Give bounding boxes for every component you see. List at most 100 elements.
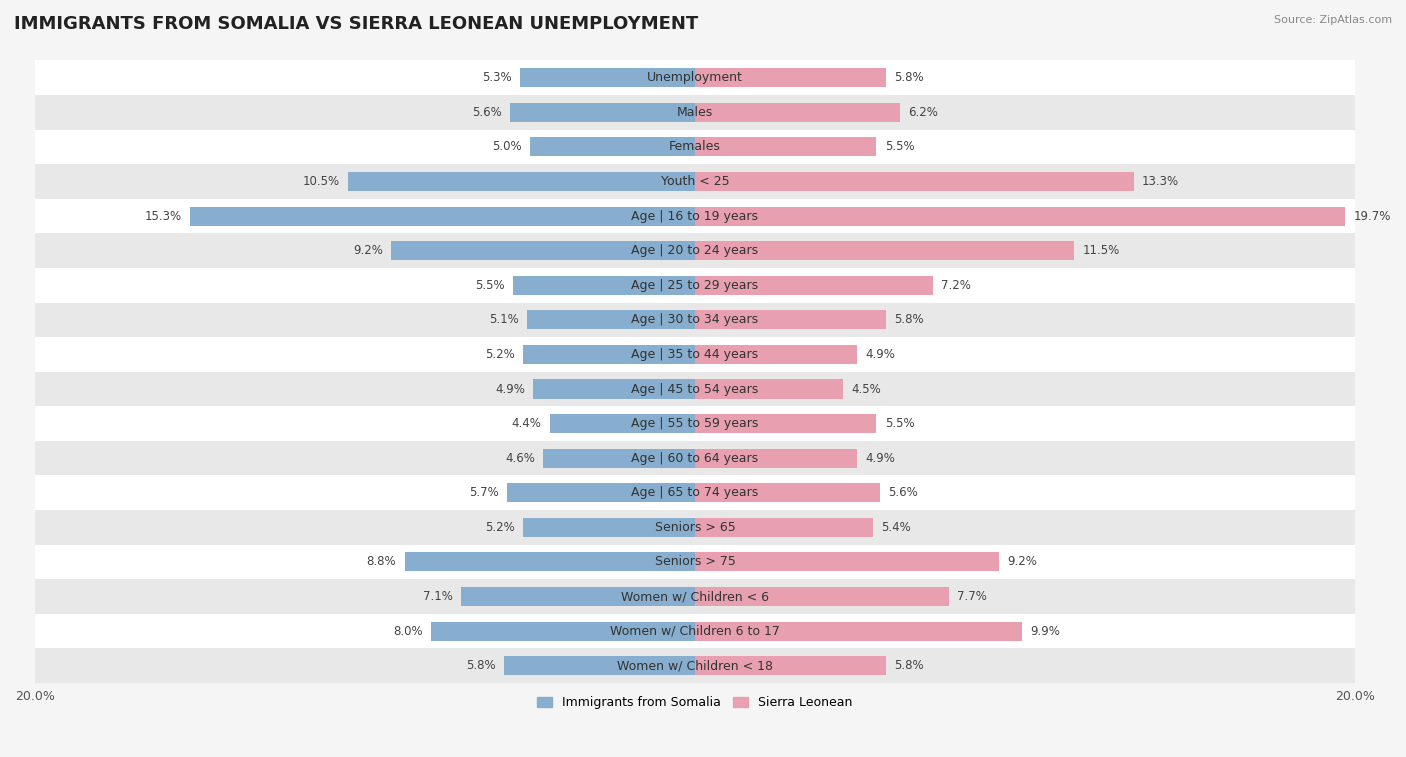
Bar <box>695 276 932 294</box>
Text: Age | 45 to 54 years: Age | 45 to 54 years <box>631 382 759 395</box>
Bar <box>695 103 900 122</box>
Bar <box>695 310 886 329</box>
Bar <box>461 587 695 606</box>
Bar <box>506 483 695 503</box>
Bar <box>35 510 1355 544</box>
Text: 5.5%: 5.5% <box>475 279 505 291</box>
Bar <box>35 268 1355 303</box>
Bar <box>695 414 876 433</box>
Text: 9.2%: 9.2% <box>1007 556 1036 569</box>
Text: Age | 30 to 34 years: Age | 30 to 34 years <box>631 313 758 326</box>
Bar <box>503 656 695 675</box>
Bar <box>550 414 695 433</box>
Bar <box>695 518 873 537</box>
Text: Source: ZipAtlas.com: Source: ZipAtlas.com <box>1274 15 1392 25</box>
Bar <box>35 614 1355 649</box>
Bar <box>523 345 695 364</box>
Bar <box>695 379 844 398</box>
Bar <box>695 553 998 572</box>
Bar <box>190 207 695 226</box>
Bar <box>510 103 695 122</box>
Text: Age | 35 to 44 years: Age | 35 to 44 years <box>631 348 758 361</box>
Text: Women w/ Children < 18: Women w/ Children < 18 <box>617 659 773 672</box>
Text: 7.2%: 7.2% <box>941 279 970 291</box>
Bar <box>35 199 1355 233</box>
Text: Youth < 25: Youth < 25 <box>661 175 730 188</box>
Text: 5.5%: 5.5% <box>884 417 914 430</box>
Bar <box>695 587 949 606</box>
Text: 5.8%: 5.8% <box>894 71 924 84</box>
Bar <box>520 68 695 87</box>
Bar <box>432 621 695 640</box>
Text: 15.3%: 15.3% <box>145 210 181 223</box>
Text: 5.1%: 5.1% <box>489 313 519 326</box>
Bar <box>695 172 1133 191</box>
Text: Age | 60 to 64 years: Age | 60 to 64 years <box>631 452 758 465</box>
Text: Women w/ Children < 6: Women w/ Children < 6 <box>621 590 769 603</box>
Text: 8.8%: 8.8% <box>367 556 396 569</box>
Text: Age | 65 to 74 years: Age | 65 to 74 years <box>631 486 759 500</box>
Text: 7.1%: 7.1% <box>423 590 453 603</box>
Text: IMMIGRANTS FROM SOMALIA VS SIERRA LEONEAN UNEMPLOYMENT: IMMIGRANTS FROM SOMALIA VS SIERRA LEONEA… <box>14 15 699 33</box>
Text: Age | 55 to 59 years: Age | 55 to 59 years <box>631 417 759 430</box>
Bar <box>695 656 886 675</box>
Text: 4.4%: 4.4% <box>512 417 541 430</box>
Text: Females: Females <box>669 140 721 154</box>
Text: 11.5%: 11.5% <box>1083 245 1121 257</box>
Bar <box>543 449 695 468</box>
Bar <box>527 310 695 329</box>
Bar <box>405 553 695 572</box>
Text: Seniors > 75: Seniors > 75 <box>655 556 735 569</box>
Bar <box>35 303 1355 337</box>
Bar <box>35 579 1355 614</box>
Bar <box>35 164 1355 199</box>
Text: 5.5%: 5.5% <box>884 140 914 154</box>
Text: 5.8%: 5.8% <box>465 659 495 672</box>
Text: 5.6%: 5.6% <box>472 106 502 119</box>
Text: 4.9%: 4.9% <box>495 382 524 395</box>
Bar <box>35 95 1355 129</box>
Text: 13.3%: 13.3% <box>1142 175 1180 188</box>
Text: Age | 16 to 19 years: Age | 16 to 19 years <box>631 210 758 223</box>
Bar <box>35 337 1355 372</box>
Bar <box>695 621 1022 640</box>
Bar <box>35 129 1355 164</box>
Text: Males: Males <box>676 106 713 119</box>
Text: 4.5%: 4.5% <box>852 382 882 395</box>
Bar <box>530 137 695 157</box>
Bar <box>35 544 1355 579</box>
Text: 10.5%: 10.5% <box>304 175 340 188</box>
Text: 5.3%: 5.3% <box>482 71 512 84</box>
Bar <box>695 68 886 87</box>
Bar <box>35 233 1355 268</box>
Text: 5.7%: 5.7% <box>468 486 499 500</box>
Text: Unemployment: Unemployment <box>647 71 742 84</box>
Bar <box>695 241 1074 260</box>
Bar <box>695 483 880 503</box>
Text: Women w/ Children 6 to 17: Women w/ Children 6 to 17 <box>610 625 780 637</box>
Text: 8.0%: 8.0% <box>394 625 423 637</box>
Text: 5.6%: 5.6% <box>889 486 918 500</box>
Text: 6.2%: 6.2% <box>908 106 938 119</box>
Text: 9.2%: 9.2% <box>353 245 382 257</box>
Text: 5.8%: 5.8% <box>894 313 924 326</box>
Text: 5.0%: 5.0% <box>492 140 522 154</box>
Text: 4.6%: 4.6% <box>505 452 534 465</box>
Text: 19.7%: 19.7% <box>1354 210 1391 223</box>
Bar <box>35 649 1355 683</box>
Bar <box>349 172 695 191</box>
Text: 5.8%: 5.8% <box>894 659 924 672</box>
Text: 7.7%: 7.7% <box>957 590 987 603</box>
Bar <box>513 276 695 294</box>
Text: Age | 20 to 24 years: Age | 20 to 24 years <box>631 245 758 257</box>
Bar <box>35 441 1355 475</box>
Text: 4.9%: 4.9% <box>865 348 894 361</box>
Text: Seniors > 65: Seniors > 65 <box>655 521 735 534</box>
Text: 5.2%: 5.2% <box>485 521 515 534</box>
Bar <box>695 137 876 157</box>
Text: 4.9%: 4.9% <box>865 452 894 465</box>
Bar <box>695 449 856 468</box>
Text: 5.4%: 5.4% <box>882 521 911 534</box>
Bar <box>523 518 695 537</box>
Text: 5.2%: 5.2% <box>485 348 515 361</box>
